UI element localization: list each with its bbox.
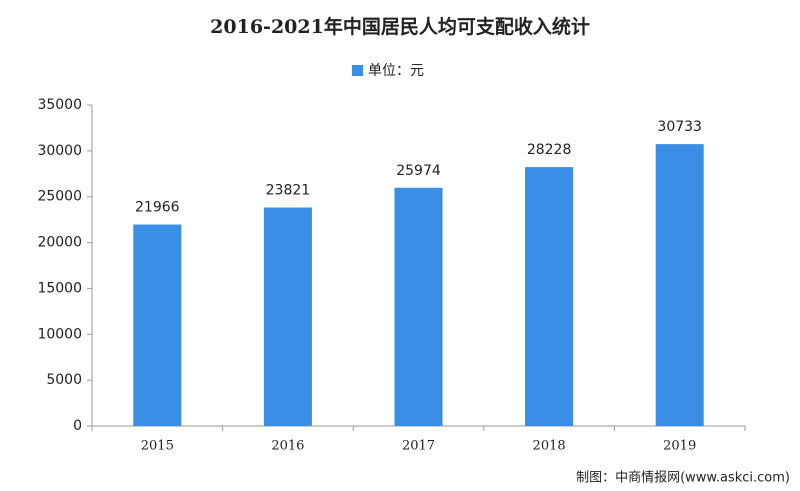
data-label: 21966 — [135, 200, 180, 216]
bar — [394, 187, 443, 426]
y-tick-label: 0 — [73, 418, 82, 434]
chart-title: 2016-2021年中国居民人均可支配收入统计 — [210, 15, 590, 38]
x-tick-label: 2015 — [141, 439, 174, 454]
y-tick-label: 5000 — [46, 372, 82, 388]
data-label: 30733 — [657, 119, 702, 135]
data-label: 23821 — [266, 183, 311, 199]
legend-swatch — [352, 65, 363, 76]
y-tick-label: 20000 — [37, 235, 82, 251]
y-tick-label: 15000 — [37, 280, 82, 296]
x-tick-label: 2016 — [271, 439, 304, 454]
y-tick-label: 25000 — [37, 189, 82, 205]
data-label: 28228 — [527, 142, 572, 158]
bar — [655, 144, 704, 426]
x-tick-label: 2018 — [533, 439, 566, 454]
y-tick-label: 10000 — [37, 326, 82, 342]
bar — [263, 207, 312, 426]
y-tick-label: 35000 — [37, 97, 82, 113]
legend-label: 单位：元 — [368, 63, 424, 79]
source-note: 制图：中商情报网(www.askci.com) — [576, 471, 790, 486]
y-tick-label: 30000 — [37, 143, 82, 159]
data-label: 25974 — [396, 163, 441, 179]
x-tick-label: 2017 — [402, 439, 435, 454]
x-tick-label: 2019 — [663, 439, 696, 454]
bar — [525, 167, 574, 426]
bar — [133, 224, 182, 426]
